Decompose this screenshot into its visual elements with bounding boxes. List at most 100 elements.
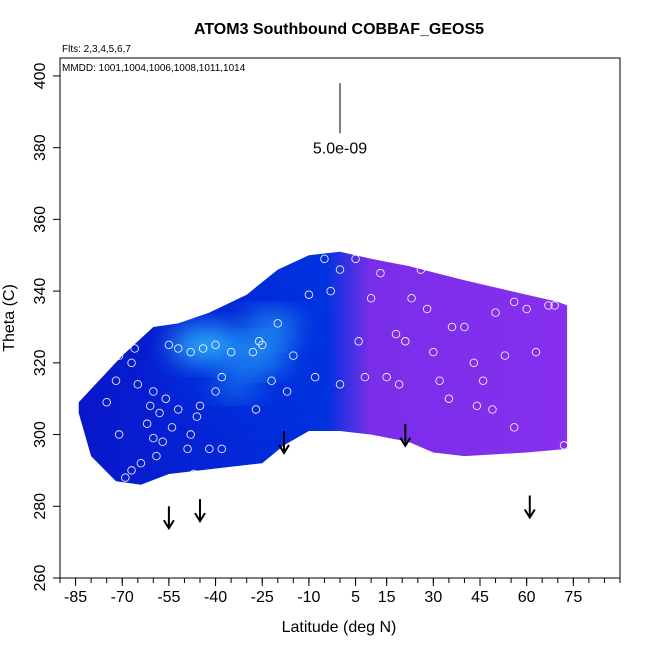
x-tick-label: -25 [251, 589, 274, 606]
sample-point [472, 401, 482, 411]
x-tick-label: 75 [564, 589, 582, 606]
sample-point [544, 301, 553, 310]
sample-point [127, 358, 136, 368]
sample-point [289, 351, 298, 360]
y-tick-label: 300 [32, 421, 49, 448]
sample-point [531, 347, 541, 357]
sample-point [522, 304, 531, 314]
sample-point [444, 394, 454, 403]
sample-point [173, 344, 183, 353]
x-tick-label: 60 [518, 589, 536, 606]
sample-point [130, 344, 139, 353]
sample-point [205, 444, 214, 454]
y-tick-label: 280 [32, 493, 49, 520]
sample-point [111, 376, 121, 386]
x-tick-label: -55 [157, 589, 180, 606]
heatmap-hotspot [243, 314, 300, 340]
sample-point [500, 351, 510, 360]
x-tick-label: 5 [351, 589, 360, 606]
sample-point [248, 347, 258, 357]
sample-point [351, 254, 360, 264]
down-arrow-head [278, 444, 290, 455]
y-axis-label: Theta (C) [1, 284, 18, 352]
sample-point [164, 340, 174, 350]
sample-point [183, 444, 192, 454]
sample-point [226, 347, 236, 357]
sample-point [127, 466, 136, 475]
sample-point [145, 401, 155, 411]
sample-point [491, 308, 500, 317]
sample-point [401, 337, 410, 346]
sample-point [320, 254, 329, 264]
down-arrow [278, 430, 290, 455]
scale-bar: 5.0e-09 [313, 83, 367, 157]
data-arrows [163, 423, 536, 531]
y-axis: 260 280 300 320 340 360 380 400 [32, 62, 60, 591]
heatmap-hotspot [229, 342, 290, 370]
x-tick-label: -85 [64, 589, 87, 606]
heatmap-hotspot [170, 328, 243, 361]
down-arrow-head [523, 508, 536, 520]
sample-point [198, 344, 208, 353]
sample-point [267, 376, 276, 386]
sample-point [360, 372, 370, 382]
x-tick-label: -40 [204, 589, 227, 606]
sample-point [416, 265, 426, 274]
sample-point [186, 430, 195, 439]
y-tick-label: 320 [32, 349, 49, 376]
sample-point [429, 347, 438, 357]
sample-point [326, 286, 335, 296]
down-arrow-head [399, 437, 412, 448]
dates-label: MMDD: 1001,1004,1006,1008,1011,1014 [62, 63, 246, 74]
sample-point [460, 322, 469, 332]
sample-point [335, 265, 345, 274]
sample-point [114, 351, 124, 360]
x-tick-label: 30 [424, 589, 442, 606]
sample-point [366, 294, 376, 303]
sample-point [509, 297, 519, 307]
y-tick-label: 340 [32, 278, 49, 305]
x-tick-label: 45 [471, 589, 489, 606]
y-tick-label: 260 [32, 565, 49, 592]
down-arrow [163, 506, 175, 531]
sample-point [469, 358, 479, 368]
sample-point [136, 458, 146, 468]
x-tick-label: -10 [297, 589, 320, 606]
down-arrow-head [163, 519, 175, 531]
sample-point [447, 322, 457, 332]
sample-point [142, 419, 152, 429]
sample-point [394, 380, 404, 389]
sample-point [435, 376, 444, 386]
sample-points [102, 254, 569, 482]
sample-point [335, 380, 345, 389]
sample-point [376, 268, 385, 278]
down-arrow [523, 495, 536, 520]
x-tick-label: 15 [378, 589, 396, 606]
sample-point [391, 329, 401, 339]
sample-point [117, 337, 127, 346]
down-arrow [399, 423, 412, 448]
y-tick-label: 360 [32, 206, 49, 233]
sample-point [422, 304, 432, 314]
sample-point [509, 423, 519, 432]
heatmap-hotspot [214, 373, 261, 396]
y-tick-label: 400 [32, 62, 49, 89]
sample-point [559, 441, 569, 450]
down-arrow-head [194, 512, 206, 523]
sample-point [282, 387, 292, 396]
down-arrow [194, 499, 206, 523]
sample-point [195, 401, 205, 411]
x-axis-label: Latitude (deg N) [282, 619, 397, 636]
sample-point [273, 319, 283, 328]
sample-point [354, 337, 363, 346]
sample-point [186, 347, 195, 357]
chart-title: ATOM3 Southbound COBBAF_GEOS5 [194, 21, 484, 38]
sample-point [192, 412, 202, 421]
sample-point [251, 405, 261, 414]
sample-point [149, 387, 158, 396]
x-tick-label: -70 [111, 589, 134, 606]
sample-point [211, 340, 220, 350]
sample-point [152, 451, 161, 461]
sample-point [149, 433, 158, 443]
